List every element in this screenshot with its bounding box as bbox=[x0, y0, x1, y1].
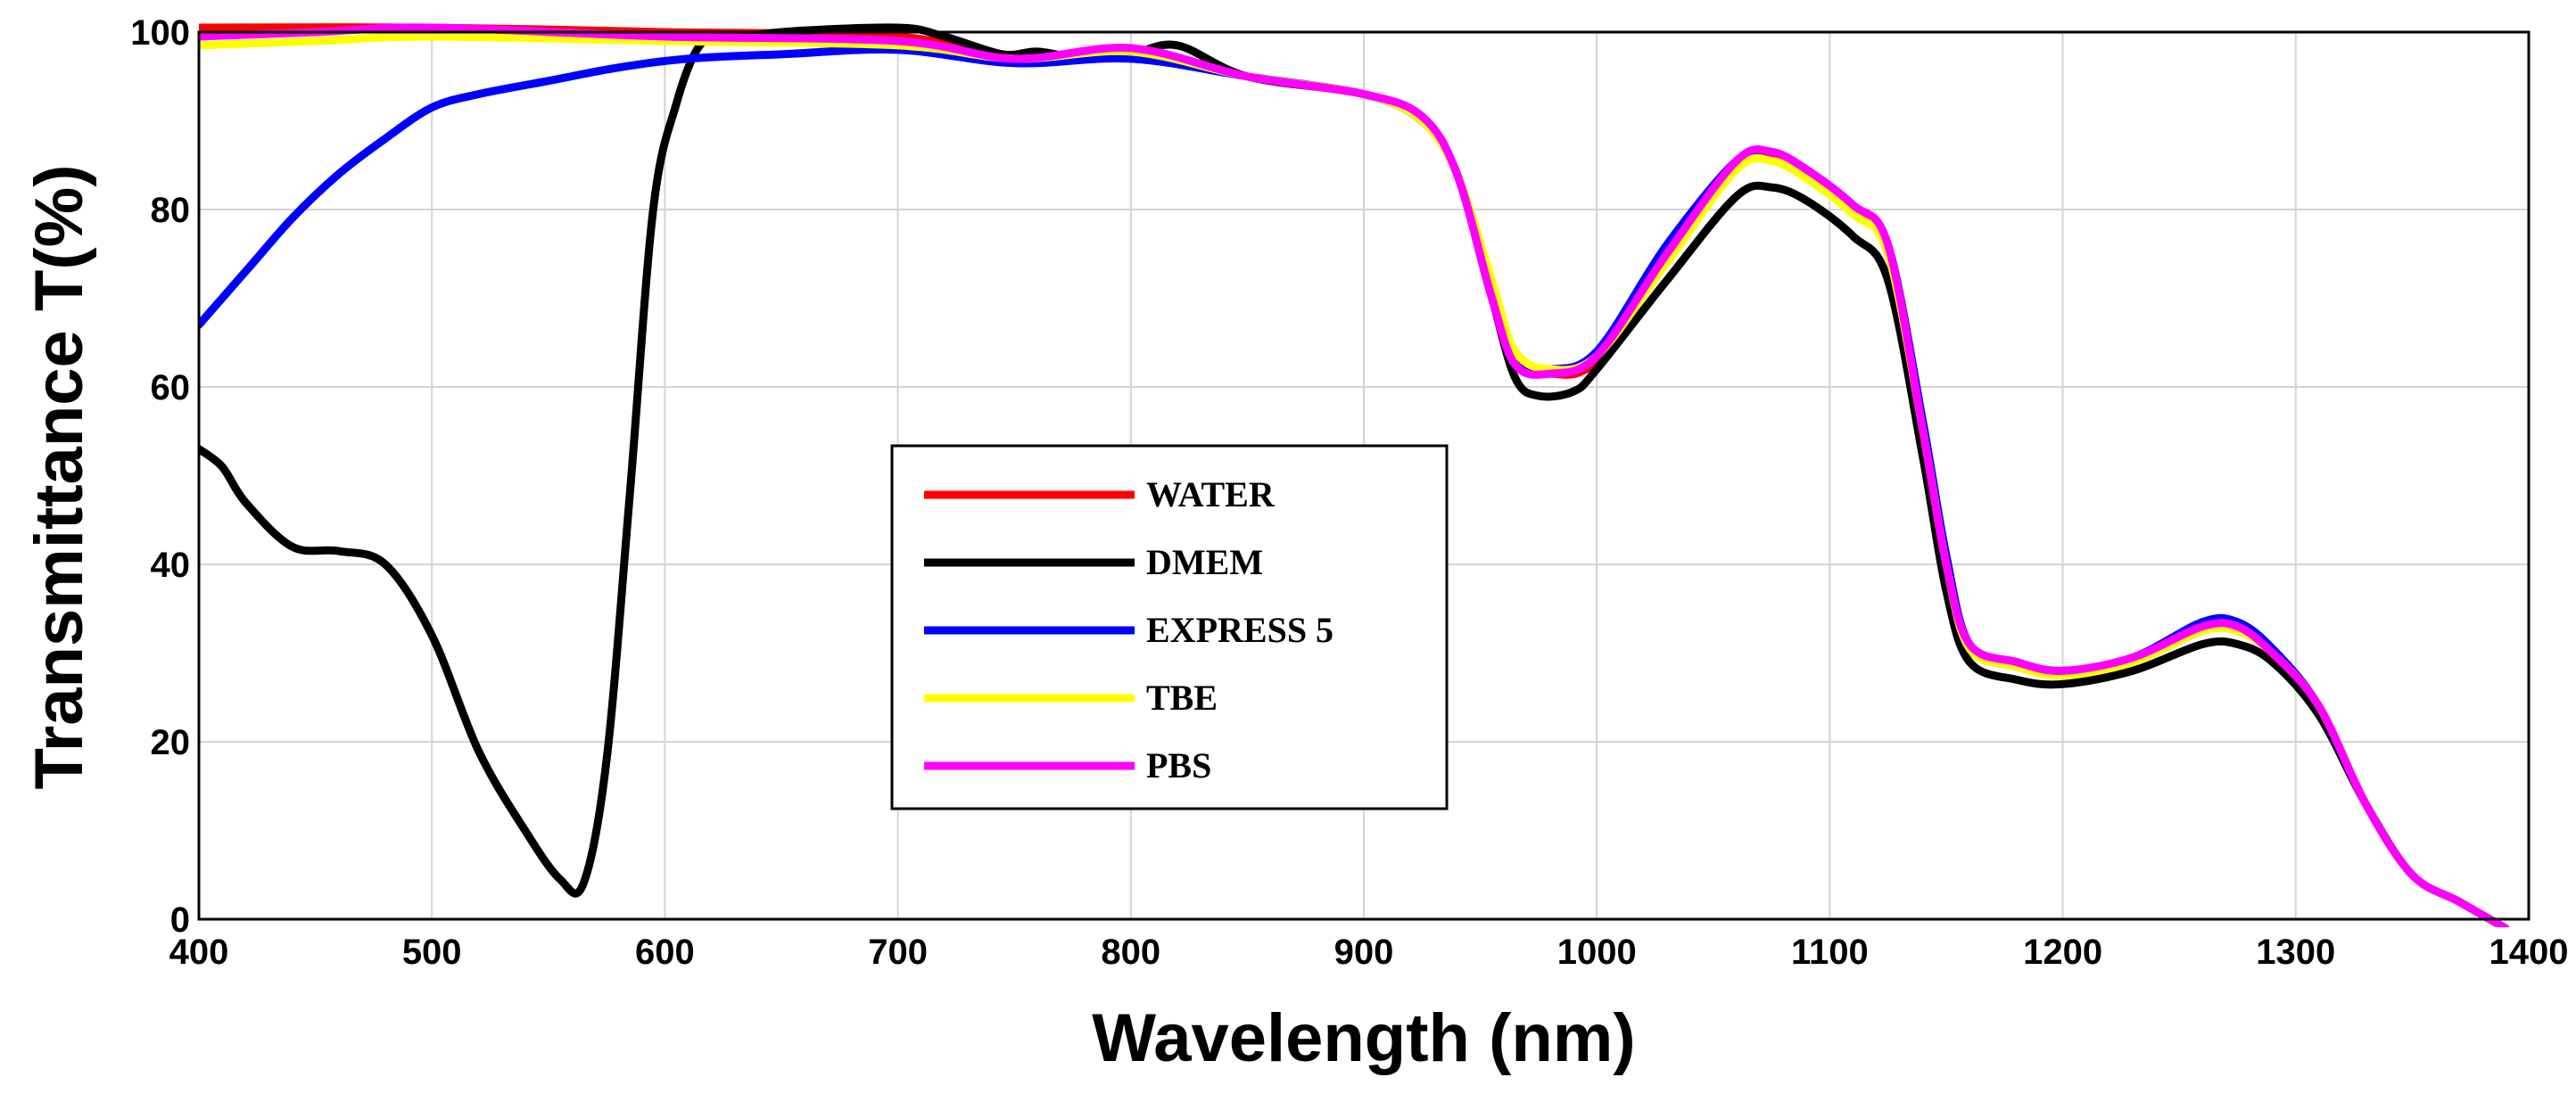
legend-label-dmem: DMEM bbox=[1146, 542, 1263, 582]
x-tick-label: 1100 bbox=[1791, 933, 1869, 972]
legend-label-water: WATER bbox=[1146, 474, 1276, 514]
x-tick-label: 1400 bbox=[2489, 933, 2569, 972]
x-tick-label: 800 bbox=[1101, 933, 1160, 972]
y-tick-label: 80 bbox=[151, 191, 191, 230]
series-lines bbox=[199, 23, 2510, 927]
x-tick-label: 1000 bbox=[1557, 933, 1637, 972]
x-tick-label: 400 bbox=[169, 933, 229, 972]
y-axis-title: Transmittance T(%) bbox=[21, 164, 97, 789]
y-tick-label: 0 bbox=[170, 901, 190, 940]
x-tick-label: 900 bbox=[1334, 933, 1394, 972]
x-tick-labels: 400 500 600 700 800 900 1000 1100 1200 1300 1400 bbox=[169, 933, 2569, 972]
plot-frame bbox=[197, 30, 2531, 921]
legend: WATER DMEM EXPRESS 5 TBE PBS bbox=[890, 444, 1449, 810]
legend-label-express5: EXPRESS 5 bbox=[1146, 610, 1333, 650]
y-tick-label: 20 bbox=[151, 723, 191, 762]
series-line-pbs bbox=[199, 23, 2510, 927]
x-tick-label: 500 bbox=[402, 933, 462, 972]
x-tick-label: 1300 bbox=[2256, 933, 2335, 972]
x-axis-title: Wavelength (nm) bbox=[1092, 1000, 1635, 1076]
y-tick-label: 60 bbox=[151, 368, 191, 407]
y-tick-label: 100 bbox=[130, 13, 190, 53]
x-tick-label: 700 bbox=[868, 933, 928, 972]
y-tick-label: 40 bbox=[151, 546, 191, 585]
x-tick-label: 1200 bbox=[2023, 933, 2102, 972]
legend-label-pbs: PBS bbox=[1146, 745, 1211, 785]
y-tick-labels: 0 20 40 60 80 100 bbox=[130, 13, 190, 940]
x-tick-label: 600 bbox=[635, 933, 695, 972]
legend-label-tbe: TBE bbox=[1146, 678, 1218, 718]
